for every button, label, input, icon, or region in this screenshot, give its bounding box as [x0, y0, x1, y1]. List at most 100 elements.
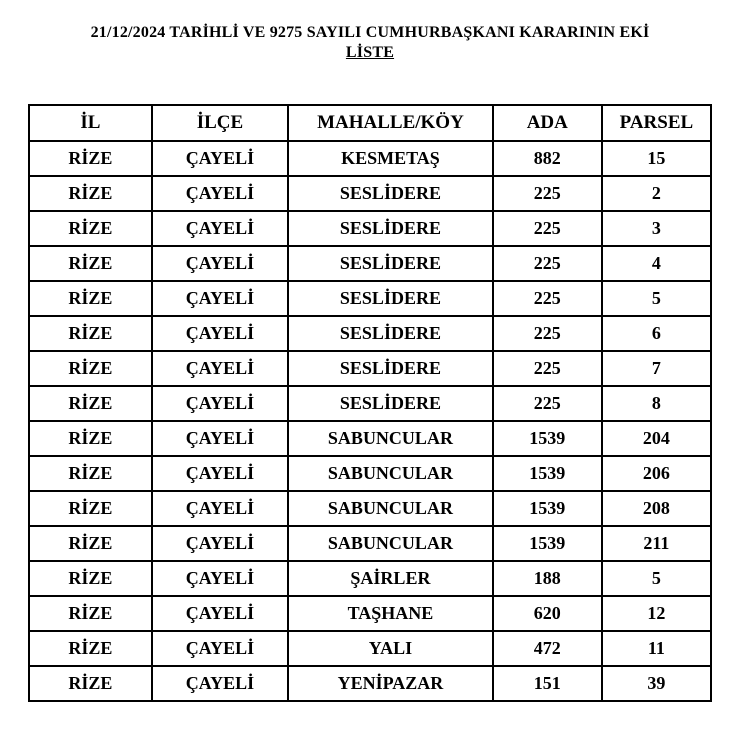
table-cell: ÇAYELİ	[152, 631, 288, 666]
table-cell: 4	[602, 246, 711, 281]
table-cell: TAŞHANE	[288, 596, 493, 631]
table-cell: 225	[493, 246, 602, 281]
col-header-il: İL	[29, 105, 152, 141]
table-cell: ÇAYELİ	[152, 246, 288, 281]
table-cell: 1539	[493, 491, 602, 526]
table-cell: 39	[602, 666, 711, 701]
parcel-table: İL İLÇE MAHALLE/KÖY ADA PARSEL RİZEÇAYEL…	[28, 104, 712, 702]
col-header-ada: ADA	[493, 105, 602, 141]
table-body: RİZEÇAYELİKESMETAŞ88215RİZEÇAYELİSESLİDE…	[29, 141, 711, 701]
table-cell: RİZE	[29, 141, 152, 176]
table-cell: ÇAYELİ	[152, 561, 288, 596]
table-cell: 7	[602, 351, 711, 386]
table-row: RİZEÇAYELİŞAİRLER1885	[29, 561, 711, 596]
table-cell: SABUNCULAR	[288, 491, 493, 526]
table-row: RİZEÇAYELİSABUNCULAR1539208	[29, 491, 711, 526]
table-cell: 620	[493, 596, 602, 631]
table-cell: 211	[602, 526, 711, 561]
table-cell: 208	[602, 491, 711, 526]
table-cell: 5	[602, 281, 711, 316]
table-row: RİZEÇAYELİSESLİDERE2257	[29, 351, 711, 386]
table-cell: RİZE	[29, 526, 152, 561]
table-row: RİZEÇAYELİSESLİDERE2252	[29, 176, 711, 211]
table-row: RİZEÇAYELİSESLİDERE2255	[29, 281, 711, 316]
table-cell: 225	[493, 316, 602, 351]
table-row: RİZEÇAYELİYALI47211	[29, 631, 711, 666]
table-cell: SABUNCULAR	[288, 456, 493, 491]
table-cell: YENİPAZAR	[288, 666, 493, 701]
table-cell: ÇAYELİ	[152, 526, 288, 561]
table-cell: 225	[493, 281, 602, 316]
table-cell: 225	[493, 176, 602, 211]
table-cell: 6	[602, 316, 711, 351]
table-cell: 151	[493, 666, 602, 701]
table-cell: RİZE	[29, 561, 152, 596]
table-cell: 1539	[493, 526, 602, 561]
table-row: RİZEÇAYELİSABUNCULAR1539211	[29, 526, 711, 561]
table-cell: 1539	[493, 421, 602, 456]
table-cell: KESMETAŞ	[288, 141, 493, 176]
table-cell: SESLİDERE	[288, 246, 493, 281]
table-cell: ÇAYELİ	[152, 421, 288, 456]
document-title-line1: 21/12/2024 TARİHLİ VE 9275 SAYILI CUMHUR…	[28, 24, 712, 42]
table-cell: RİZE	[29, 666, 152, 701]
col-header-mahalle: MAHALLE/KÖY	[288, 105, 493, 141]
table-cell: ÇAYELİ	[152, 351, 288, 386]
table-cell: RİZE	[29, 211, 152, 246]
table-cell: 225	[493, 386, 602, 421]
table-cell: 472	[493, 631, 602, 666]
table-cell: RİZE	[29, 386, 152, 421]
table-row: RİZEÇAYELİSESLİDERE2253	[29, 211, 711, 246]
table-cell: RİZE	[29, 631, 152, 666]
table-cell: ÇAYELİ	[152, 176, 288, 211]
table-cell: SESLİDERE	[288, 316, 493, 351]
table-cell: 11	[602, 631, 711, 666]
table-row: RİZEÇAYELİTAŞHANE62012	[29, 596, 711, 631]
table-cell: 204	[602, 421, 711, 456]
table-cell: RİZE	[29, 176, 152, 211]
table-cell: 225	[493, 351, 602, 386]
table-cell: ÇAYELİ	[152, 211, 288, 246]
table-cell: SABUNCULAR	[288, 421, 493, 456]
table-row: RİZEÇAYELİSABUNCULAR1539204	[29, 421, 711, 456]
table-cell: ÇAYELİ	[152, 141, 288, 176]
table-cell: SESLİDERE	[288, 351, 493, 386]
table-cell: RİZE	[29, 596, 152, 631]
table-cell: ÇAYELİ	[152, 596, 288, 631]
col-header-parsel: PARSEL	[602, 105, 711, 141]
table-cell: RİZE	[29, 456, 152, 491]
table-cell: YALI	[288, 631, 493, 666]
table-cell: SESLİDERE	[288, 211, 493, 246]
table-row: RİZEÇAYELİKESMETAŞ88215	[29, 141, 711, 176]
table-cell: ÇAYELİ	[152, 666, 288, 701]
table-cell: ÇAYELİ	[152, 316, 288, 351]
table-row: RİZEÇAYELİSESLİDERE2254	[29, 246, 711, 281]
table-row: RİZEÇAYELİSESLİDERE2256	[29, 316, 711, 351]
table-cell: ÇAYELİ	[152, 491, 288, 526]
table-cell: SESLİDERE	[288, 176, 493, 211]
table-cell: 882	[493, 141, 602, 176]
table-header-row: İL İLÇE MAHALLE/KÖY ADA PARSEL	[29, 105, 711, 141]
table-cell: SESLİDERE	[288, 281, 493, 316]
table-cell: RİZE	[29, 491, 152, 526]
document-title-line2: LİSTE	[28, 44, 712, 62]
col-header-ilce: İLÇE	[152, 105, 288, 141]
table-cell: ÇAYELİ	[152, 386, 288, 421]
table-cell: SESLİDERE	[288, 386, 493, 421]
table-row: RİZEÇAYELİSABUNCULAR1539206	[29, 456, 711, 491]
table-cell: 12	[602, 596, 711, 631]
table-cell: 1539	[493, 456, 602, 491]
table-cell: RİZE	[29, 421, 152, 456]
table-cell: ŞAİRLER	[288, 561, 493, 596]
table-row: RİZEÇAYELİSESLİDERE2258	[29, 386, 711, 421]
table-cell: 8	[602, 386, 711, 421]
table-cell: 3	[602, 211, 711, 246]
table-row: RİZEÇAYELİYENİPAZAR15139	[29, 666, 711, 701]
table-cell: RİZE	[29, 281, 152, 316]
table-cell: ÇAYELİ	[152, 456, 288, 491]
table-cell: 5	[602, 561, 711, 596]
table-cell: RİZE	[29, 246, 152, 281]
table-cell: 2	[602, 176, 711, 211]
table-cell: 206	[602, 456, 711, 491]
table-cell: RİZE	[29, 351, 152, 386]
